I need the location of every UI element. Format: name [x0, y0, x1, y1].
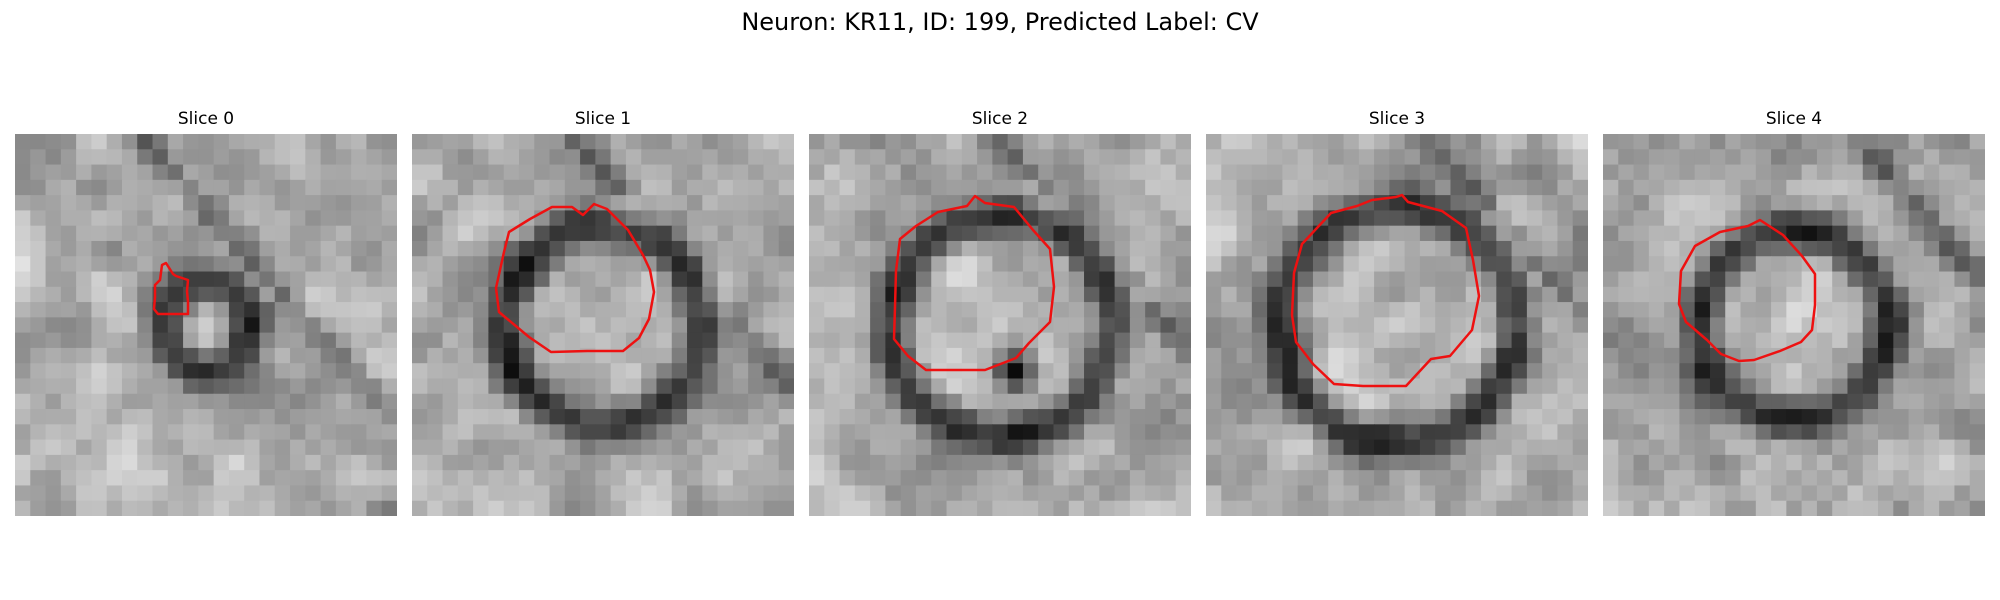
pixel-grid: [809, 134, 1191, 516]
figure-title: Neuron: KR11, ID: 199, Predicted Label: …: [741, 8, 1259, 36]
panel-title-slice-3: Slice 3: [1368, 109, 1426, 129]
slice-3-image: [1206, 134, 1588, 516]
contour-outline: [1677, 218, 1817, 363]
contour-outline: [1290, 193, 1481, 388]
contour-outline: [494, 202, 656, 354]
slice-1-image: [412, 134, 794, 516]
slice-2-image: [809, 134, 1191, 516]
panel-title-slice-2: Slice 2: [971, 109, 1029, 129]
pixel-grid: [1206, 134, 1588, 516]
contour-outline: [152, 261, 190, 316]
panel-title-slice-0: Slice 0: [177, 109, 235, 129]
slice-4-image: [1603, 134, 1985, 516]
slice-0-image: [15, 134, 397, 516]
contour-outline: [892, 194, 1056, 372]
panel-title-slice-4: Slice 4: [1765, 109, 1823, 129]
panel-title-slice-1: Slice 1: [574, 109, 632, 129]
pixel-grid: [15, 134, 397, 516]
pixel-grid: [1603, 134, 1985, 516]
pixel-grid: [412, 134, 794, 516]
